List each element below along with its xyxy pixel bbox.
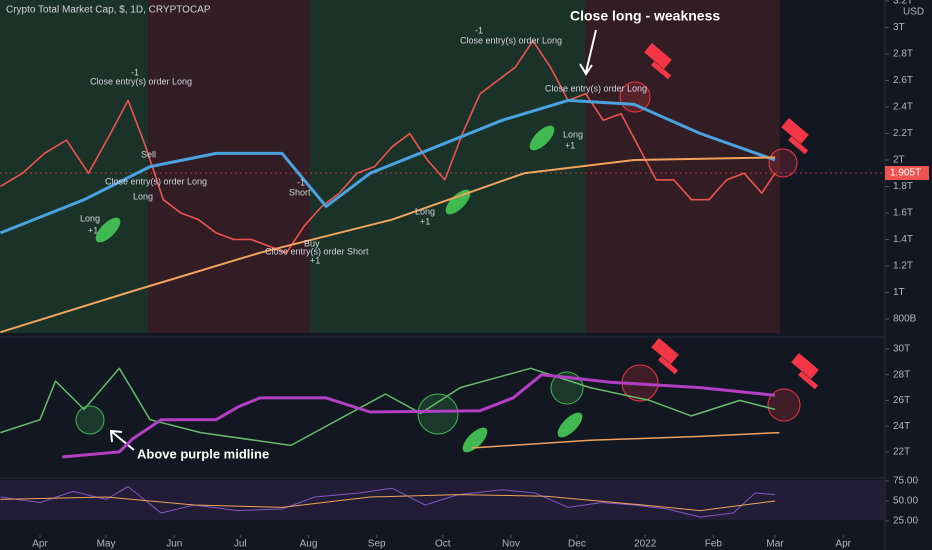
callout-arrows [109,29,597,451]
y-tick-label: 2.2T [893,128,913,139]
y-tick-label: 75.00 [893,476,918,487]
x-tick-label: Dec [568,539,586,550]
y-tick-label: 24T [893,421,910,432]
y-tick-label: 22T [893,446,910,457]
annotation: Close entry(s) order Long [545,83,647,93]
unit-label: USD [903,7,924,18]
annotation: Close entry(s) order Long [105,176,207,186]
annotation: -1 [131,67,139,77]
annotation: +1 [565,140,575,150]
y-tick-label: 2.8T [893,49,913,60]
series-line [0,40,776,254]
y-tick-label: 3T [893,22,905,33]
y-tick-label: 26T [893,395,910,406]
x-tick-label: Jul [234,539,247,550]
annotation: Close entry(s) order Long [460,35,562,45]
annotation: Long [563,129,583,139]
rocket-icons [95,125,583,453]
annotation: Long [80,213,100,223]
y-tick-label: 1.2T [893,261,913,272]
x-tick-label: Nov [502,539,520,550]
annotation: +1 [88,225,98,235]
annotation: Above purple midline [137,446,269,461]
y-tick-label: 1.8T [893,181,913,192]
series-line [0,156,776,334]
short-zone [585,0,780,333]
annotation: Sell [141,149,156,159]
annotation: Long [415,206,435,216]
series-line [471,431,780,449]
price-badge [885,166,929,180]
annotation: -1 [297,177,305,187]
annotation: Buy [304,238,320,248]
y-tick-label: 50.00 [893,496,918,507]
y-tick-label: 2T [893,155,905,166]
annotation: +1 [310,255,320,265]
long-zone [310,0,585,333]
gavel-icons [644,43,819,390]
x-tick-label: Mar [766,539,784,550]
x-tick-label: Oct [435,539,451,550]
x-tick-label: Jun [166,539,182,550]
series-line [0,494,776,512]
x-tick-label: Aug [300,539,318,550]
annotation: Close entry(s) order Short [265,246,369,256]
x-tick-label: 2022 [634,539,657,550]
y-tick-label: 25.00 [893,516,918,527]
series-line [0,486,776,518]
short-zone [148,0,310,333]
y-tick-label: 1.6T [893,208,913,219]
y-tick-label: 2.4T [893,102,913,113]
y-tick-label: 1.4T [893,234,913,245]
series-line [0,98,776,235]
annotation: +1 [420,216,430,226]
chart-title: Crypto Total Market Cap, $, 1D, CRYPTOCA… [6,5,211,16]
y-tick-label: 1T [893,287,905,298]
annotation: Short [289,187,311,197]
annotation: Long [133,191,153,201]
price-badge-label: 1.905T [890,168,921,179]
annotation: -1 [475,25,483,35]
y-tick-label: 28T [893,369,910,380]
x-tick-label: May [97,539,116,550]
x-tick-label: Feb [705,539,723,550]
y-tick-label: 800B [893,314,917,325]
series-line [61,373,776,459]
x-tick-label: Apr [835,539,851,550]
annotation: Close entry(s) order Long [90,76,192,86]
annotation: Close long - weakness [570,8,720,24]
long-zone [0,0,148,333]
y-tick-label: 30T [893,344,910,355]
x-tick-label: Apr [32,539,48,550]
y-tick-label: 3.2T [893,0,913,7]
highlight-circles [75,371,584,435]
series-line [0,367,776,447]
y-tick-label: 2.6T [893,75,913,86]
x-tick-label: Sep [368,539,386,550]
